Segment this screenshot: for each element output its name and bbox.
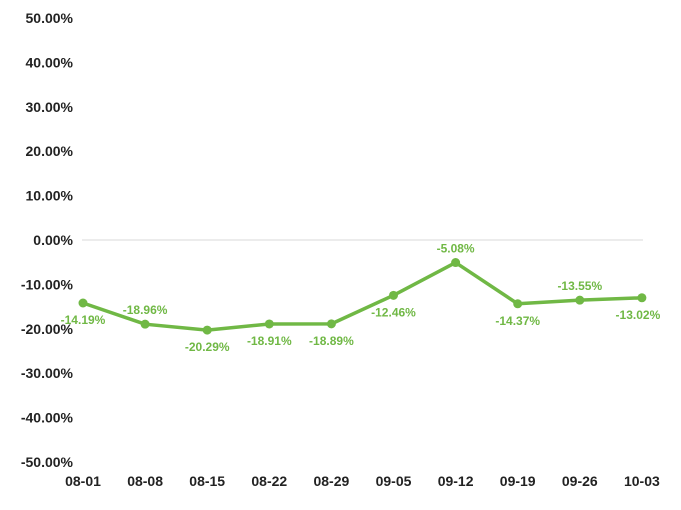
x-tick-label: 09-12 (438, 473, 474, 489)
data-label: -14.37% (495, 314, 540, 328)
data-label: -12.46% (371, 305, 416, 319)
data-label: -18.91% (247, 334, 292, 348)
y-tick-label: 50.00% (26, 10, 74, 26)
x-tick-label: 10-03 (624, 473, 660, 489)
y-tick-label: -30.00% (21, 365, 74, 381)
x-tick-label: 09-19 (500, 473, 536, 489)
data-point (264, 319, 274, 329)
data-label: -18.89% (309, 334, 354, 348)
data-point (202, 325, 212, 335)
x-tick-label: 08-15 (189, 473, 225, 489)
x-tick-label: 08-22 (251, 473, 287, 489)
x-tick-label: 08-01 (65, 473, 101, 489)
y-tick-label: -40.00% (21, 410, 74, 426)
data-label: -13.02% (616, 308, 661, 322)
data-point (389, 290, 398, 300)
data-point (637, 293, 647, 303)
data-label: -5.08% (437, 242, 475, 256)
data-label: -13.55% (557, 279, 602, 293)
y-tick-label: -20.00% (21, 321, 74, 337)
data-point (326, 319, 336, 329)
data-point (140, 319, 150, 329)
x-axis: 08-01 08-08 08-15 08-22 08-29 09-05 09-12 09-19… (65, 473, 660, 489)
data-point (575, 295, 585, 305)
y-tick-label: 10.00% (26, 188, 74, 204)
y-tick-label: -10.00% (21, 276, 74, 292)
series-line (81, 260, 644, 332)
data-label: -14.19% (61, 313, 106, 327)
data-label: -18.96% (123, 303, 168, 317)
y-tick-label: 0.00% (33, 232, 73, 248)
y-axis: 50.00% 40.00% 30.00% 20.00% 10.00% 0.00% -10.0… (21, 10, 74, 470)
y-tick-label: 20.00% (26, 143, 74, 159)
point-layer (78, 258, 647, 335)
data-point (78, 298, 88, 308)
y-tick-label: -50.00% (21, 454, 74, 470)
x-tick-label: 09-05 (376, 473, 412, 489)
y-tick-label: 40.00% (26, 54, 74, 70)
data-point (451, 258, 461, 268)
data-label: -20.29% (185, 340, 230, 354)
data-label-layer: -14.19% -18.96% -20.29% -18.91% -18.89% -12.4… (61, 242, 661, 355)
x-tick-label: 08-29 (313, 473, 349, 489)
data-point (513, 299, 523, 309)
x-tick-label: 09-26 (562, 473, 598, 489)
series-layer (81, 260, 644, 332)
x-tick-label: 08-08 (127, 473, 163, 489)
y-tick-label: 30.00% (26, 99, 74, 115)
